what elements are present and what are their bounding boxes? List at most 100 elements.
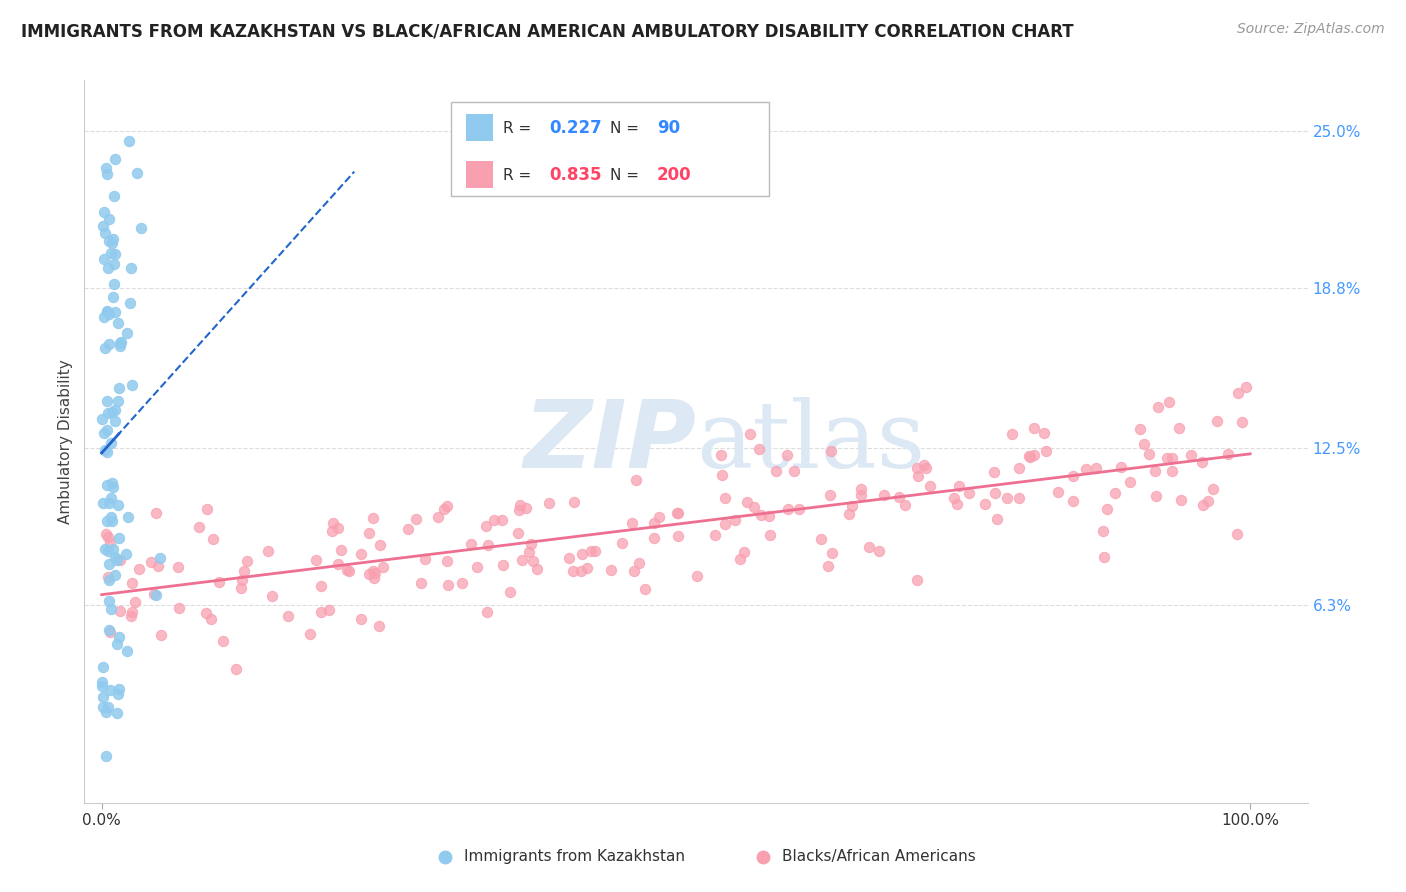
Point [624, 473, 647, 487]
Point [668, 529, 690, 543]
Point [104, 247, 127, 261]
Point [96, 423, 118, 437]
Point [103, 480, 125, 494]
Point [97, 544, 120, 558]
Point [236, 554, 259, 568]
Point [337, 564, 360, 578]
Point [368, 618, 391, 632]
Point [107, 316, 129, 330]
Point [127, 166, 149, 180]
Point [117, 509, 139, 524]
Point [995, 491, 1018, 506]
Point [257, 544, 280, 558]
Point [103, 277, 125, 292]
Point [905, 460, 928, 475]
Point [108, 553, 131, 567]
Point [100, 625, 122, 640]
Point [1191, 455, 1213, 469]
Point [1180, 448, 1202, 462]
Point [915, 461, 938, 475]
Point [97, 557, 120, 571]
Point [118, 134, 141, 148]
Point [277, 609, 299, 624]
Point [97, 530, 120, 544]
Point [100, 602, 122, 616]
Point [141, 555, 163, 569]
Point [562, 494, 585, 508]
Point [1008, 491, 1031, 505]
Point [120, 295, 142, 310]
Text: R =: R = [503, 120, 536, 136]
Point [104, 305, 127, 319]
Point [94, 705, 117, 719]
Point [749, 508, 772, 522]
Point [1202, 482, 1225, 496]
Point [103, 257, 125, 271]
Point [91, 690, 114, 704]
Point [104, 568, 127, 582]
Point [329, 543, 352, 558]
Point [1230, 416, 1253, 430]
Point [510, 553, 533, 567]
Point [522, 554, 544, 568]
Point [97, 260, 120, 275]
Point [1161, 451, 1184, 466]
Point [91, 660, 114, 674]
Point [1104, 485, 1126, 500]
Point [98, 234, 121, 248]
Point [100, 510, 122, 524]
Point [821, 546, 844, 560]
Point [91, 674, 114, 689]
Point [96, 304, 118, 318]
Point [515, 500, 537, 515]
Point [776, 502, 799, 516]
Text: N =: N = [610, 168, 644, 183]
Point [108, 339, 131, 353]
Point [1018, 450, 1040, 464]
Point [1109, 460, 1132, 475]
Point [100, 475, 122, 490]
Point [211, 633, 233, 648]
Point [93, 204, 115, 219]
Point [94, 527, 117, 541]
Point [643, 516, 665, 530]
Point [115, 326, 138, 341]
Point [105, 553, 128, 567]
Point [1000, 427, 1022, 442]
Point [96, 304, 118, 318]
Text: 0.227: 0.227 [550, 120, 602, 137]
Point [436, 499, 458, 513]
Point [98, 624, 121, 638]
Point [838, 507, 860, 521]
Point [907, 469, 929, 483]
Point [94, 541, 117, 556]
Point [1226, 386, 1249, 401]
Point [1062, 468, 1084, 483]
Point [858, 540, 880, 554]
Point [621, 516, 644, 531]
Point [225, 662, 247, 676]
Point [105, 637, 128, 651]
Point [579, 544, 602, 558]
Point [491, 513, 513, 527]
Point [94, 226, 117, 240]
Point [475, 605, 498, 619]
Point [363, 564, 385, 578]
Point [710, 467, 733, 482]
Point [104, 414, 127, 428]
Point [776, 449, 799, 463]
Text: IMMIGRANTS FROM KAZAKHSTAN VS BLACK/AFRICAN AMERICAN AMBULATORY DISABILITY CORRE: IMMIGRANTS FROM KAZAKHSTAN VS BLACK/AFRI… [21, 22, 1074, 40]
Point [1018, 449, 1040, 463]
Point [599, 563, 621, 577]
Point [666, 507, 689, 521]
Point [321, 524, 343, 539]
Point [710, 448, 733, 462]
Point [517, 545, 540, 559]
Point [357, 526, 380, 541]
Point [849, 488, 872, 502]
Point [460, 537, 482, 551]
Point [104, 402, 127, 417]
Point [328, 557, 350, 571]
Point [91, 219, 114, 234]
Point [1156, 451, 1178, 466]
